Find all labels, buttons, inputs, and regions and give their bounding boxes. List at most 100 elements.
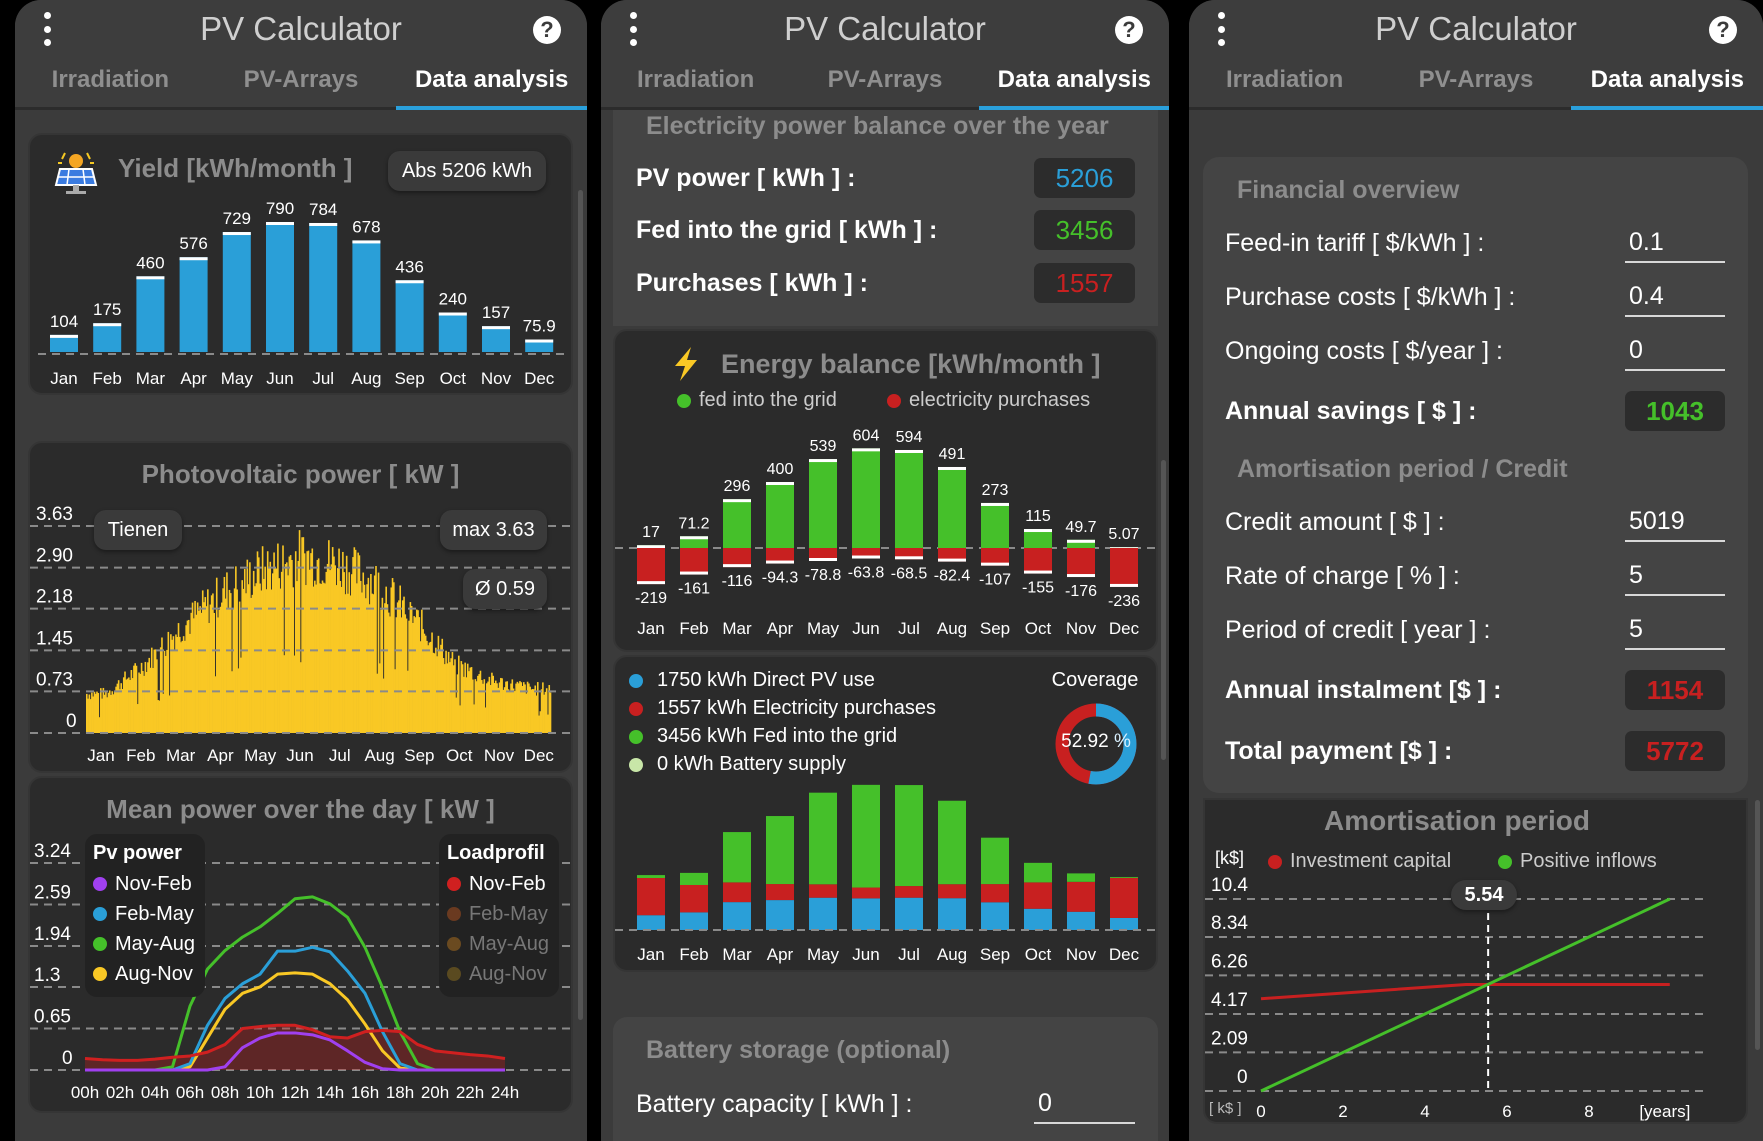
daily-power-bar xyxy=(232,607,235,733)
daily-power-bar xyxy=(301,537,303,733)
tab-irradiation[interactable]: Irradiation xyxy=(636,66,755,93)
daily-power-bar xyxy=(199,606,201,733)
daily-power-bar xyxy=(404,614,407,733)
daily-power-bar xyxy=(540,689,543,733)
daily-power-bar xyxy=(114,691,116,733)
legend-item[interactable]: Nov-Feb xyxy=(446,869,549,899)
daily-power-bar xyxy=(497,687,500,733)
month-label: Oct xyxy=(440,369,467,388)
tab-data-analysis[interactable]: Data analysis xyxy=(1590,66,1745,93)
stacked-bar-electricity-purchases xyxy=(895,886,923,898)
vertical-dots-icon[interactable] xyxy=(1215,12,1227,46)
bar-cap xyxy=(637,581,665,585)
daily-power-bar xyxy=(336,568,339,733)
daily-power-bar xyxy=(193,618,195,733)
period-of-credit-input[interactable]: 5 xyxy=(1625,610,1725,650)
legend-item[interactable]: Feb-May xyxy=(93,899,195,929)
tab-pv-arrays[interactable]: PV-Arrays xyxy=(827,66,943,93)
x-tick-label: 18h xyxy=(386,1083,414,1102)
daily-power-bar xyxy=(334,565,337,733)
daily-power-bar xyxy=(279,588,282,733)
question-circle-icon[interactable]: ? xyxy=(533,16,561,44)
question-circle-icon[interactable]: ? xyxy=(1115,16,1143,44)
vertical-dots-icon[interactable] xyxy=(627,12,639,46)
legend-item[interactable]: Feb-May xyxy=(446,899,549,929)
scrollbar[interactable] xyxy=(1161,460,1166,760)
scrollbar[interactable] xyxy=(1755,800,1760,1050)
y-tick-label: 3.63 xyxy=(36,504,73,525)
legend-item[interactable]: Nov-Feb xyxy=(93,869,195,899)
purchase-value-label: -107 xyxy=(979,572,1011,589)
legend-label: Nov-Feb xyxy=(115,873,192,895)
legend-item[interactable]: May-Aug xyxy=(446,929,549,959)
solar-panel-icon xyxy=(54,152,98,194)
battery-card xyxy=(613,1017,1158,1141)
month-label: Apr xyxy=(767,945,794,964)
tab-data-analysis[interactable]: Data analysis xyxy=(997,66,1152,93)
daily-power-bar xyxy=(282,545,284,733)
y-tick-label: 1.94 xyxy=(34,924,71,945)
app-header: PV Calculator ? Irradiation PV-Arrays Da… xyxy=(15,0,587,110)
daily-power-bar xyxy=(122,677,125,733)
daily-power-bar xyxy=(393,582,395,733)
pv-power-value: 5206 xyxy=(1034,158,1135,198)
tab-irradiation[interactable]: Irradiation xyxy=(51,66,170,93)
month-label: May xyxy=(807,619,840,638)
daily-power-bar xyxy=(433,653,436,733)
question-circle-icon[interactable]: ? xyxy=(1709,16,1737,44)
y-unit-label: [ k$ ] xyxy=(1209,1100,1242,1117)
purchase-costs-label: Purchase costs [ $/kWh ] : xyxy=(1225,283,1516,311)
tab-pv-arrays[interactable]: PV-Arrays xyxy=(243,66,359,93)
legend-item[interactable]: May-Aug xyxy=(93,929,195,959)
daily-power-bar xyxy=(247,584,250,733)
legend-item[interactable]: Aug-Nov xyxy=(446,959,549,989)
rate-of-charge-input[interactable]: 5 xyxy=(1625,556,1725,596)
daily-power-bar xyxy=(219,606,222,733)
series-line-positive-inflows xyxy=(1260,897,1671,1093)
legend-inflows[interactable]: Positive inflows xyxy=(1498,850,1657,873)
daily-power-bar xyxy=(443,664,446,733)
battery-capacity-input[interactable]: 0 xyxy=(1034,1084,1135,1124)
daily-power-bar xyxy=(322,582,325,733)
vertical-dots-icon[interactable] xyxy=(41,12,53,46)
daily-power-bar xyxy=(164,655,167,733)
tab-pv-arrays[interactable]: PV-Arrays xyxy=(1418,66,1534,93)
purchase-bar xyxy=(680,548,708,575)
daily-power-bar xyxy=(428,642,431,733)
daily-power-bar xyxy=(235,566,237,733)
legend-item[interactable]: Aug-Nov xyxy=(93,959,195,989)
scrollbar[interactable] xyxy=(578,190,583,1020)
daily-power-bar xyxy=(357,552,359,733)
daily-power-bar xyxy=(449,662,451,733)
daily-power-bar xyxy=(124,671,126,733)
daily-power-bar xyxy=(371,593,373,733)
daily-power-bar xyxy=(88,694,91,733)
ongoing-costs-input[interactable]: 0 xyxy=(1625,331,1725,371)
legend-purchases[interactable]: electricity purchases xyxy=(887,389,1090,412)
purchase-costs-input[interactable]: 0.4 xyxy=(1625,277,1725,317)
daily-power-bar xyxy=(345,555,348,733)
legend-fed[interactable]: fed into the grid xyxy=(677,389,837,412)
bar-cap xyxy=(93,323,122,327)
month-label: Mar xyxy=(722,945,752,964)
stacked-bar-direct-pv-use xyxy=(895,897,923,930)
daily-power-bar xyxy=(259,583,261,733)
tab-irradiation[interactable]: Irradiation xyxy=(1225,66,1344,93)
stacked-bar-direct-pv-use xyxy=(1110,917,1138,930)
x-tick-label: 16h xyxy=(351,1083,379,1102)
daily-power-bar xyxy=(330,564,333,733)
legend-investment[interactable]: Investment capital xyxy=(1268,850,1451,873)
feed-in-tariff-input[interactable]: 0.1 xyxy=(1625,223,1725,263)
x-tick-label: 14h xyxy=(316,1083,344,1102)
fed-into-grid-value: 3456 xyxy=(1034,210,1135,250)
y-tick-label: 1.3 xyxy=(34,965,60,986)
yield-chart: 104 Jan 175 Feb 460 Mar 576 Apr 729 May 790 Jun 784 J… xyxy=(38,199,567,388)
daily-power-bar xyxy=(437,635,440,733)
y-tick-label: 2.59 xyxy=(34,883,71,904)
tab-data-analysis[interactable]: Data analysis xyxy=(414,66,569,93)
credit-amount-input[interactable]: 5019 xyxy=(1625,502,1725,542)
x-tick-label: 00h xyxy=(71,1083,99,1102)
daily-power-bar xyxy=(226,572,228,733)
bar-cap xyxy=(1067,574,1095,578)
month-label: Mar xyxy=(722,619,752,638)
